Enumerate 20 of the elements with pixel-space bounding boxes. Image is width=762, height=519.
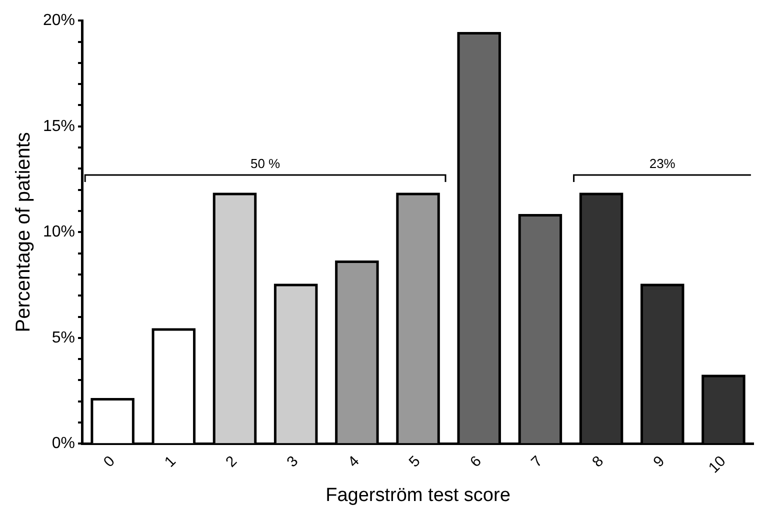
x-axis-title: Fagerström test score — [326, 484, 510, 506]
x-tick-label: 1 — [161, 452, 180, 471]
y-tick-label: 20% — [42, 12, 76, 30]
x-tick-label: 8 — [589, 452, 608, 471]
annotation: 50 % — [250, 156, 281, 172]
x-tick-label: 4 — [344, 452, 363, 471]
y-tick-label: 0% — [52, 435, 76, 452]
x-tick-label: 3 — [284, 452, 302, 471]
x-tick-label: 5 — [406, 452, 424, 471]
y-tick-label: 10% — [42, 224, 76, 241]
x-tick-label: 10 — [705, 452, 730, 477]
x-tick-label: 7 — [528, 452, 546, 471]
x-tick-label: 9 — [650, 452, 668, 471]
x-tick-label: 0 — [100, 452, 118, 471]
annotation: 23% — [649, 156, 676, 172]
y-tick-label: 5% — [52, 329, 76, 346]
y-tick-label: 15% — [42, 118, 76, 135]
x-tick-label: 6 — [466, 452, 485, 471]
x-tick-label: 2 — [222, 452, 240, 471]
y-axis-title: Percentage of patients — [12, 132, 35, 332]
